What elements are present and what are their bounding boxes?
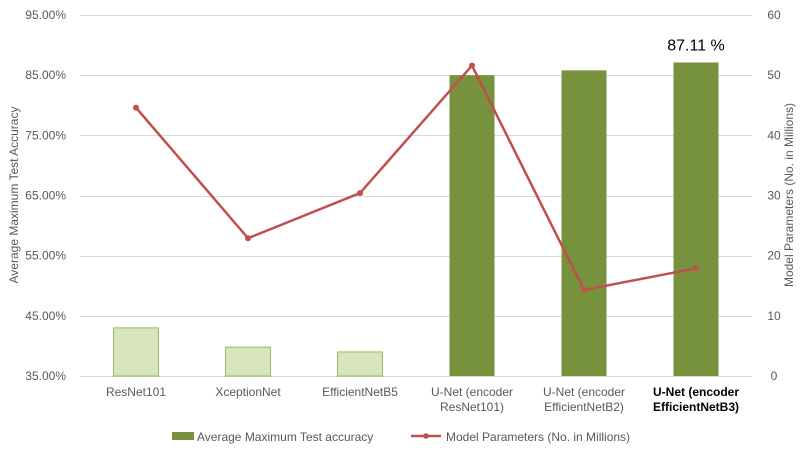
right-axis-ticks: 0 10 20 30 40 50 60 xyxy=(767,8,781,383)
category-label: EfficientNetB2) xyxy=(544,400,624,414)
bar xyxy=(561,70,607,376)
bar xyxy=(337,351,383,377)
category-label: U-Net (encoder xyxy=(543,385,625,399)
line-point xyxy=(245,235,251,242)
bar xyxy=(113,327,159,377)
right-tick-label: 20 xyxy=(767,249,781,263)
right-tick-label: 60 xyxy=(767,8,781,22)
bar xyxy=(673,62,719,377)
line-point xyxy=(469,62,475,69)
line-point xyxy=(133,104,139,111)
left-axis-ticks: 35.00% 45.00% 55.00% 65.00% 75.00% 85.00% 95.0… xyxy=(25,8,66,383)
legend-bar-swatch xyxy=(172,432,194,440)
category-label: EfficientNetB5 xyxy=(322,385,398,399)
category-label: ResNet101) xyxy=(440,400,504,414)
left-tick-label: 65.00% xyxy=(25,189,66,203)
category-label: XceptionNet xyxy=(215,385,281,399)
right-tick-label: 40 xyxy=(767,128,781,142)
right-tick-label: 50 xyxy=(767,68,781,82)
bar xyxy=(225,346,271,377)
line-point xyxy=(581,286,587,293)
line-series xyxy=(133,62,699,293)
legend-line-marker xyxy=(423,433,429,439)
left-axis-title: Average Maximum Test Accuracy xyxy=(7,107,21,284)
left-tick-label: 55.00% xyxy=(25,249,66,263)
category-label: U-Net (encoder xyxy=(431,385,513,399)
left-tick-label: 35.00% xyxy=(25,369,66,383)
right-axis-title: Model Parameters (No. in Millions) xyxy=(782,103,796,287)
right-tick-label: 0 xyxy=(771,369,778,383)
legend-bar-label: Average Maximum Test accuracy xyxy=(197,430,373,444)
left-tick-label: 45.00% xyxy=(25,309,66,323)
left-tick-label: 75.00% xyxy=(25,128,66,142)
bar-series xyxy=(113,62,719,377)
right-tick-label: 30 xyxy=(767,189,781,203)
right-tick-label: 10 xyxy=(767,309,781,323)
line-point xyxy=(693,265,699,272)
left-tick-label: 95.00% xyxy=(25,8,66,22)
category-label: ResNet101 xyxy=(106,385,166,399)
category-label: U-Net (encoder xyxy=(653,385,739,399)
x-axis-ticks: ResNet101 XceptionNet EfficientNetB5 U-Net … xyxy=(106,385,739,414)
gridlines xyxy=(80,15,752,377)
line-point xyxy=(357,190,363,197)
legend-line-label: Model Parameters (No. in Millions) xyxy=(446,430,630,444)
left-tick-label: 85.00% xyxy=(25,68,66,82)
legend: Average Maximum Test accuracy Model Para… xyxy=(172,430,630,444)
bar xyxy=(449,75,495,377)
series-line xyxy=(135,64,697,292)
category-label: EfficientNetB3) xyxy=(653,400,739,414)
data-label-annotation: 87.11 % xyxy=(667,37,725,54)
